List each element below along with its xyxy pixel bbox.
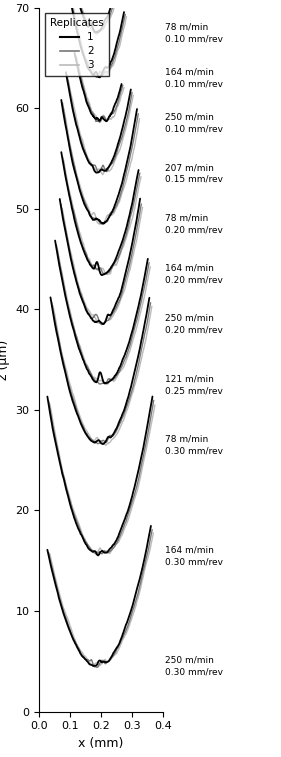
Text: 250 m/min
0.30 mm/rev: 250 m/min 0.30 mm/rev (164, 656, 223, 677)
Legend: 1, 2, 3: 1, 2, 3 (45, 13, 109, 76)
Text: 164 m/min
0.10 mm/rev: 164 m/min 0.10 mm/rev (164, 67, 223, 89)
Text: 164 m/min
0.20 mm/rev: 164 m/min 0.20 mm/rev (164, 263, 222, 285)
Text: 78 m/min
0.30 mm/rev: 78 m/min 0.30 mm/rev (164, 435, 223, 456)
Text: 250 m/min
0.20 mm/rev: 250 m/min 0.20 mm/rev (164, 314, 222, 335)
Text: 121 m/min
0.25 mm/rev: 121 m/min 0.25 mm/rev (164, 374, 222, 395)
X-axis label: x (mm): x (mm) (78, 737, 124, 750)
Text: 250 m/min
0.10 mm/rev: 250 m/min 0.10 mm/rev (164, 113, 223, 134)
Text: 78 m/min
0.10 mm/rev: 78 m/min 0.10 mm/rev (164, 22, 223, 43)
Y-axis label: z (μm): z (μm) (0, 339, 10, 380)
Text: 207 m/min
0.15 mm/rev: 207 m/min 0.15 mm/rev (164, 163, 223, 184)
Text: 164 m/min
0.30 mm/rev: 164 m/min 0.30 mm/rev (164, 545, 223, 566)
Text: 78 m/min
0.20 mm/rev: 78 m/min 0.20 mm/rev (164, 213, 222, 234)
